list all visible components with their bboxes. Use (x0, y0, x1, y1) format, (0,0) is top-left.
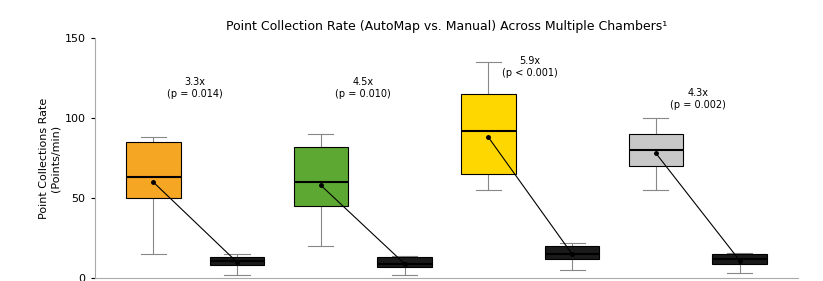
Y-axis label: Point Collections Rate
(Points/min): Point Collections Rate (Points/min) (39, 98, 60, 219)
Bar (713, 254, 767, 264)
Text: 5.9x
(p < 0.001): 5.9x (p < 0.001) (502, 56, 558, 78)
Text: 4.3x
(p = 0.002): 4.3x (p = 0.002) (670, 89, 726, 110)
Bar (629, 134, 683, 166)
Bar (378, 257, 432, 267)
Bar (126, 142, 180, 198)
Bar (545, 246, 599, 259)
Bar (210, 257, 264, 265)
Title: Point Collection Rate (AutoMap vs. Manual) Across Multiple Chambers¹: Point Collection Rate (AutoMap vs. Manua… (226, 20, 667, 33)
Text: 4.5x
(p = 0.010): 4.5x (p = 0.010) (335, 77, 391, 99)
Bar (294, 147, 348, 206)
Bar (461, 94, 515, 174)
Text: 3.3x
(p = 0.014): 3.3x (p = 0.014) (167, 77, 223, 99)
